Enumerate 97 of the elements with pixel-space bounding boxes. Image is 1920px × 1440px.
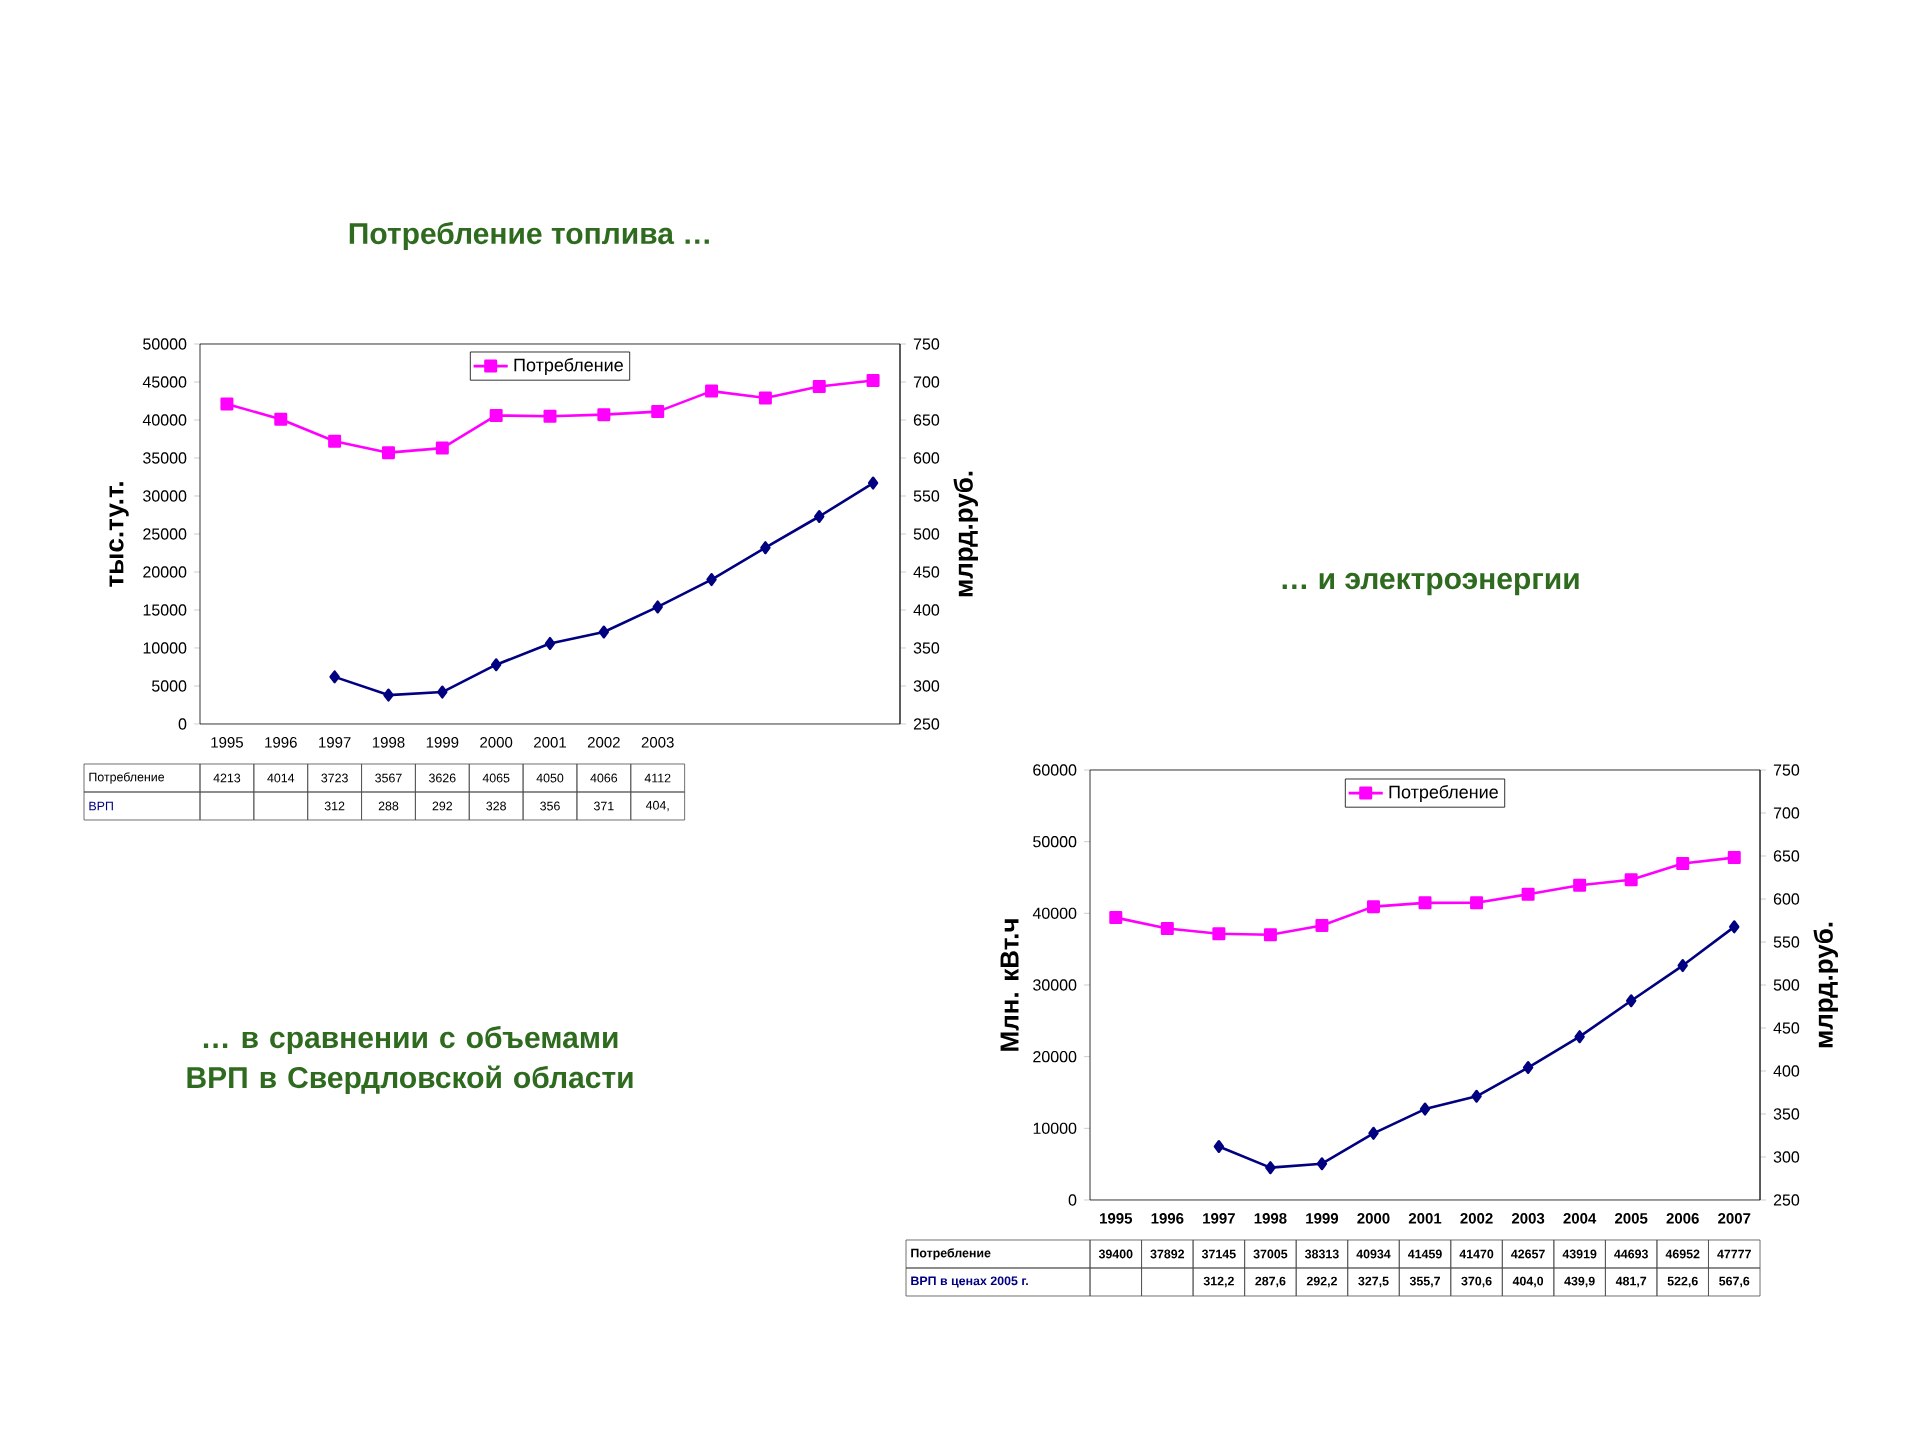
legend-label: Потребление	[1389, 784, 1498, 802]
point	[1522, 1061, 1534, 1075]
y-tick-label: 10000	[1033, 1122, 1077, 1134]
y2-tick-label: 250	[1773, 1194, 1800, 1206]
point	[381, 446, 395, 460]
y2-tick-label: 400	[913, 604, 940, 616]
point	[1160, 921, 1174, 935]
point	[328, 434, 342, 448]
point	[383, 688, 394, 702]
point	[435, 441, 449, 455]
y2-tick-label: 450	[1773, 1022, 1800, 1034]
y2-tick-label: 300	[1773, 1151, 1800, 1163]
point	[652, 600, 663, 614]
point	[274, 412, 288, 426]
point	[1263, 928, 1277, 942]
y2-tick-label: 350	[1773, 1108, 1800, 1120]
point	[1729, 920, 1740, 934]
y-tick-label: 60000	[1033, 764, 1077, 776]
point	[814, 510, 825, 524]
y-tick-label: 25000	[143, 528, 187, 540]
y2-tick-label: 650	[1773, 850, 1800, 862]
y2-axis-title: млрд.руб.	[953, 471, 978, 597]
point	[1676, 857, 1690, 870]
y2-tick-label: 600	[913, 452, 940, 464]
point	[1212, 927, 1226, 941]
y-tick-label: 40000	[142, 414, 187, 426]
y2-tick-label: 550	[1773, 936, 1800, 948]
point	[812, 380, 826, 394]
y2-tick-label: 750	[913, 338, 940, 350]
y2-tick-label: 300	[913, 680, 940, 692]
y-tick-label: 20000	[1033, 1051, 1077, 1063]
y2-tick-label: 250	[913, 718, 940, 730]
point	[1366, 900, 1380, 914]
point	[329, 670, 340, 684]
chart-title: … и электроэнергии	[1282, 572, 1579, 596]
y-tick-label: 20000	[143, 566, 187, 578]
y2-tick-label: 550	[913, 490, 940, 502]
point	[1109, 911, 1123, 925]
y-tick-label: 50000	[1033, 836, 1077, 848]
y-tick-label: 50000	[143, 338, 187, 350]
point	[490, 658, 502, 672]
point	[544, 636, 556, 650]
point	[1727, 851, 1741, 865]
point	[1368, 1126, 1379, 1140]
y-tick-label: 45000	[142, 376, 187, 388]
y-tick-label: 5000	[151, 680, 187, 692]
y-tick-label: 0	[178, 718, 187, 730]
y2-tick-label: 500	[913, 528, 940, 540]
point	[651, 405, 665, 419]
point	[1573, 878, 1587, 892]
y-tick-label: 30000	[143, 490, 187, 502]
point	[1265, 1161, 1276, 1175]
point	[1624, 873, 1638, 887]
y-tick-label: 35000	[143, 452, 187, 464]
y-tick-label: 30000	[1033, 979, 1077, 991]
point	[705, 384, 719, 398]
y-tick-label: 15000	[143, 604, 187, 616]
point	[437, 685, 448, 699]
y2-tick-label: 500	[1773, 979, 1800, 991]
point	[220, 397, 234, 411]
y2-tick-label: 650	[913, 414, 940, 426]
y2-axis-title: млрд.руб.	[1813, 922, 1838, 1048]
point	[760, 541, 771, 555]
chart-title: Потребление топлива …	[349, 221, 709, 251]
point	[1213, 1140, 1225, 1153]
point	[1316, 1157, 1328, 1171]
point	[1521, 887, 1535, 901]
y-axis-title: Млн. кВт.ч	[1000, 919, 1019, 1051]
point	[543, 409, 557, 423]
y2-tick-label: 400	[1773, 1065, 1800, 1077]
legend-label: Потребление	[514, 357, 623, 375]
point	[1677, 959, 1688, 973]
y-tick-label: 10000	[143, 642, 187, 654]
point	[867, 476, 879, 490]
point	[1418, 896, 1432, 910]
point	[598, 625, 610, 639]
y2-tick-label: 750	[1773, 764, 1800, 776]
y2-tick-label: 700	[1773, 807, 1800, 819]
point	[758, 391, 772, 405]
y2-tick-label: 600	[1773, 893, 1800, 905]
point	[1419, 1102, 1431, 1116]
point	[1471, 1089, 1482, 1103]
text: … в сравнении с объемами ВРП в Свердловской области	[187, 1025, 633, 1095]
point	[1625, 994, 1637, 1008]
y2-tick-label: 700	[913, 376, 940, 388]
y-tick-label: 0	[1068, 1194, 1077, 1206]
point	[1315, 918, 1329, 932]
y2-tick-label: 450	[913, 566, 940, 578]
point	[866, 373, 880, 387]
point	[489, 408, 503, 422]
point	[597, 408, 611, 422]
y-axis-title: тыс.ту.т.	[109, 482, 129, 587]
point	[706, 573, 717, 587]
point	[1470, 896, 1484, 910]
y2-tick-label: 350	[913, 642, 940, 654]
y-tick-label: 40000	[1032, 907, 1077, 919]
point	[1574, 1030, 1585, 1044]
